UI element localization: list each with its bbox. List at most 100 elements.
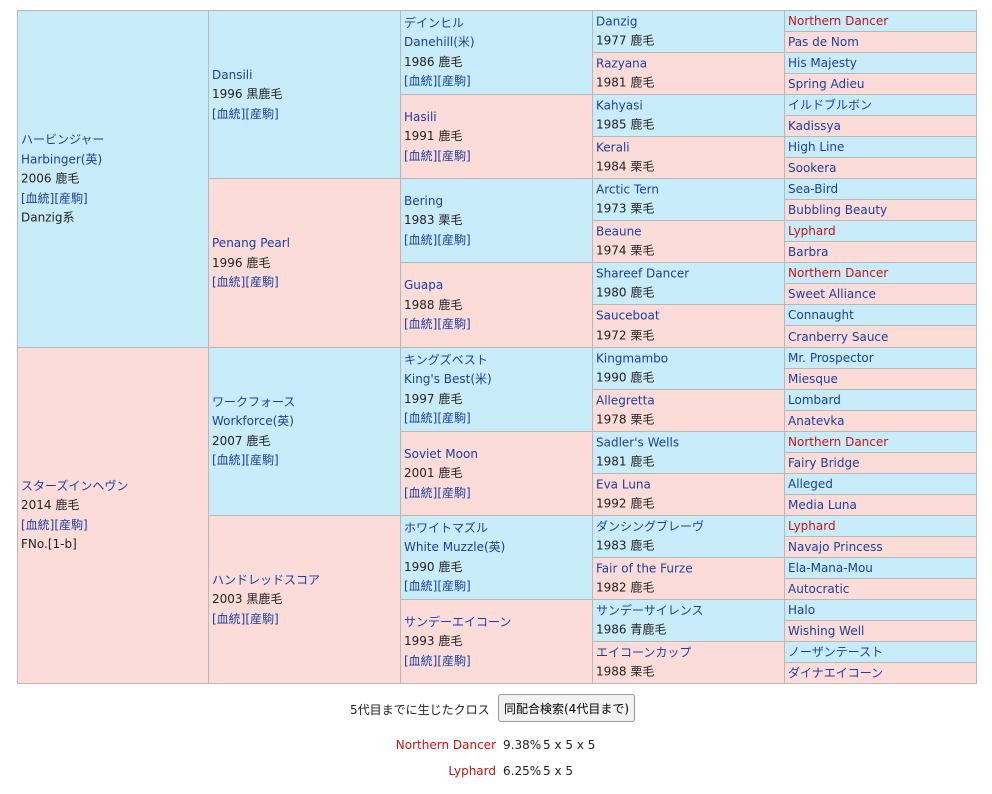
horse-name-link[interactable]: His Majesty	[788, 56, 857, 70]
pedigree-offspring-links[interactable]: [血統][産駒]	[404, 148, 471, 163]
cross-horse-link[interactable]: Lyphard	[448, 764, 496, 778]
horse-name-link[interactable]: Hasili	[404, 109, 437, 124]
pedigree-cell-gen4: Shareef Dancer 1980 鹿毛	[592, 262, 785, 305]
horse-name-link[interactable]: スターズインヘヴン	[21, 478, 129, 493]
cross-generations: 5 x 5	[543, 764, 573, 778]
horse-name-link[interactable]: Penang Pearl	[212, 235, 290, 250]
pedigree-offspring-links[interactable]: [血統][産駒]	[404, 411, 471, 425]
horse-name-link[interactable]: Sweet Alliance	[788, 287, 876, 301]
horse-name-link[interactable]: ワークフォース	[212, 394, 296, 409]
horse-name-link[interactable]: Lyphard	[788, 224, 836, 238]
horse-name-link[interactable]: Northern Dancer	[788, 266, 889, 280]
horse-name-link[interactable]: イルドブルボン	[788, 98, 873, 112]
horse-name-link[interactable]: サンデーエイコーン	[404, 614, 512, 629]
horse-name-link[interactable]: ダイナエイコーン	[788, 666, 884, 680]
horse-name-link[interactable]: Eva Luna	[596, 477, 651, 491]
pedigree-offspring-links[interactable]: [血統][産駒]	[404, 74, 471, 88]
pedigree-cell-gen5: Alleged	[784, 473, 977, 495]
horse-name-link[interactable]: Kingmambo	[596, 351, 669, 365]
horse-name-link[interactable]: Beaune	[596, 224, 642, 238]
horse-name-link[interactable]: サンデーサイレンス	[596, 603, 704, 617]
horse-name-link[interactable]: Lombard	[788, 393, 841, 407]
horse-english-name-link[interactable]: Danehill(米)	[404, 35, 475, 49]
horse-name-link[interactable]: Sookera	[788, 161, 837, 175]
pedigree-offspring-links[interactable]: [血統][産駒]	[21, 190, 88, 205]
horse-name-link[interactable]: Bering	[404, 193, 444, 208]
horse-name-link[interactable]: Wishing Well	[788, 624, 865, 638]
horse-english-name-link[interactable]: Harbinger(英)	[21, 151, 103, 166]
pedigree-cell-gen5: Northern Dancer	[784, 10, 977, 32]
horse-name-link[interactable]: Anatevka	[788, 414, 845, 428]
horse-name-link[interactable]: Connaught	[788, 308, 854, 322]
horse-name-link[interactable]: エイコーンカップ	[596, 645, 692, 659]
horse-name-link[interactable]: Halo	[788, 603, 816, 617]
pedigree-cell-gen5: Wishing Well	[784, 620, 977, 642]
pedigree-offspring-links[interactable]: [血統][産駒]	[404, 653, 471, 668]
horse-name-link[interactable]: Cranberry Sauce	[788, 329, 889, 344]
horse-english-name-link[interactable]: White Muzzle(英)	[404, 540, 506, 554]
pedigree-offspring-links[interactable]: [血統][産駒]	[212, 453, 279, 467]
horse-name-link[interactable]: Media Luna	[788, 498, 857, 512]
horse-name-link[interactable]: Northern Dancer	[788, 435, 889, 449]
horse-name-link[interactable]: Ela-Mana-Mou	[788, 561, 873, 575]
horse-name-link[interactable]: Kahyasi	[596, 98, 643, 112]
same-mating-search-button[interactable]: 同配合検索(4代目まで)	[498, 694, 635, 722]
horse-name-link[interactable]: High Line	[788, 140, 845, 154]
horse-name-link[interactable]: ノーザンテースト	[788, 645, 884, 659]
horse-name-link[interactable]: Navajo Princess	[788, 540, 883, 554]
pedigree-offspring-links[interactable]: [血統][産駒]	[212, 106, 279, 121]
horse-name-link[interactable]: Fair of the Furze	[596, 561, 693, 575]
cross-horse-link[interactable]: Northern Dancer	[395, 738, 496, 752]
pedigree-offspring-links[interactable]: [血統][産駒]	[21, 517, 88, 532]
horse-name-link[interactable]: デインヒル	[404, 15, 465, 30]
horse-name-link[interactable]: Soviet Moon	[404, 446, 478, 461]
horse-name-link[interactable]: Allegretta	[596, 393, 655, 407]
horse-name-link[interactable]: ダンシングブレーヴ	[596, 519, 705, 533]
horse-name-link[interactable]: Danzig	[596, 14, 638, 28]
horse-name-link[interactable]: Sea-Bird	[788, 182, 839, 196]
pedigree-cell-content: Kahyasi 1985 鹿毛	[596, 96, 782, 135]
pedigree-cell-gen1: スターズインヘヴン 2014 鹿毛 [血統][産駒] FNo.[1-b]	[17, 347, 209, 684]
horse-name-link[interactable]: Sadler's Wells	[596, 435, 680, 449]
horse-name-link[interactable]: Alleged	[788, 477, 833, 491]
horse-name-link[interactable]: ホワイトマズル	[404, 520, 489, 535]
horse-english-name-link[interactable]: King's Best(米)	[404, 372, 492, 386]
horse-name-link[interactable]: Pas de Nom	[788, 35, 859, 49]
horse-name-link[interactable]: Miesque	[788, 372, 838, 386]
pedigree-cell-gen4: Kerali 1984 栗毛	[592, 136, 785, 179]
pedigree-cell-gen4: Arctic Tern 1973 栗毛	[592, 178, 785, 221]
horse-name-link[interactable]: Spring Adieu	[788, 77, 865, 91]
pedigree-offspring-links[interactable]: [血統][産駒]	[404, 232, 471, 247]
horse-name-link[interactable]: Northern Dancer	[788, 14, 889, 28]
pedigree-offspring-links[interactable]: [血統][産駒]	[404, 316, 471, 331]
pedigree-cell-content: Allegretta 1978 栗毛	[596, 391, 782, 430]
horse-name-link[interactable]: Mr. Prospector	[788, 351, 874, 365]
horse-name-link[interactable]: Guapa	[404, 277, 444, 292]
pedigree-cell-gen4: Allegretta 1978 栗毛	[592, 389, 785, 432]
horse-name-link[interactable]: Sauceboat	[596, 308, 660, 323]
horse-name-link[interactable]: Barbra	[788, 245, 829, 259]
pedigree-offspring-links[interactable]: [血統][産駒]	[404, 485, 471, 500]
horse-name-link[interactable]: キングズベスト	[404, 352, 488, 367]
pedigree-cell-content: Kadissya	[788, 118, 974, 134]
horse-name-link[interactable]: Razyana	[596, 56, 648, 70]
pedigree-offspring-links[interactable]: [血統][産駒]	[404, 579, 471, 593]
pedigree-offspring-links[interactable]: [血統][産駒]	[212, 274, 279, 289]
horse-name-link[interactable]: Lyphard	[788, 519, 836, 533]
horse-name-link[interactable]: Fairy Bridge	[788, 456, 860, 470]
pedigree-cell-gen5: ノーザンテースト	[784, 641, 977, 663]
horse-name-link[interactable]: Kerali	[596, 140, 630, 154]
pedigree-cell-gen4: サンデーサイレンス 1986 青鹿毛	[592, 599, 785, 642]
horse-name-link[interactable]: Shareef Dancer	[596, 266, 690, 280]
pedigree-cell-gen2: ハンドレッドスコア 2003 黒鹿毛 [血統][産駒]	[208, 515, 401, 684]
horse-name-link[interactable]: Dansili	[212, 67, 253, 82]
horse-english-name-link[interactable]: Workforce(英)	[212, 414, 294, 428]
horse-name-link[interactable]: ハービンジャー	[21, 132, 105, 147]
horse-name-link[interactable]: Kadissya	[788, 119, 841, 133]
pedigree-cell-content: エイコーンカップ 1988 栗毛	[596, 643, 782, 682]
horse-name-link[interactable]: Bubbling Beauty	[788, 203, 888, 217]
horse-name-link[interactable]: ハンドレッドスコア	[212, 572, 321, 587]
pedigree-offspring-links[interactable]: [血統][産駒]	[212, 611, 279, 626]
horse-name-link[interactable]: Autocratic	[788, 582, 850, 596]
horse-name-link[interactable]: Arctic Tern	[596, 182, 659, 196]
